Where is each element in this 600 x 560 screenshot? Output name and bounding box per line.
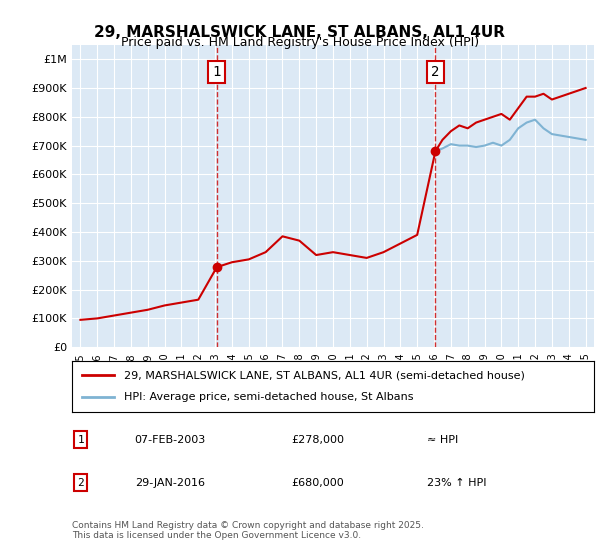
- Text: Contains HM Land Registry data © Crown copyright and database right 2025.
This d: Contains HM Land Registry data © Crown c…: [72, 521, 424, 540]
- Text: ≈ HPI: ≈ HPI: [427, 435, 458, 445]
- Text: 29, MARSHALSWICK LANE, ST ALBANS, AL1 4UR: 29, MARSHALSWICK LANE, ST ALBANS, AL1 4U…: [95, 25, 505, 40]
- Text: HPI: Average price, semi-detached house, St Albans: HPI: Average price, semi-detached house,…: [124, 393, 414, 403]
- Text: 2: 2: [431, 65, 440, 79]
- Text: £278,000: £278,000: [291, 435, 344, 445]
- Text: 2: 2: [77, 478, 84, 488]
- Text: 29-JAN-2016: 29-JAN-2016: [134, 478, 205, 488]
- Text: Price paid vs. HM Land Registry's House Price Index (HPI): Price paid vs. HM Land Registry's House …: [121, 36, 479, 49]
- Text: 29, MARSHALSWICK LANE, ST ALBANS, AL1 4UR (semi-detached house): 29, MARSHALSWICK LANE, ST ALBANS, AL1 4U…: [124, 370, 525, 380]
- Text: 23% ↑ HPI: 23% ↑ HPI: [427, 478, 487, 488]
- Text: 1: 1: [212, 65, 221, 79]
- Text: 07-FEB-2003: 07-FEB-2003: [134, 435, 206, 445]
- Text: 1: 1: [77, 435, 84, 445]
- Text: £680,000: £680,000: [291, 478, 344, 488]
